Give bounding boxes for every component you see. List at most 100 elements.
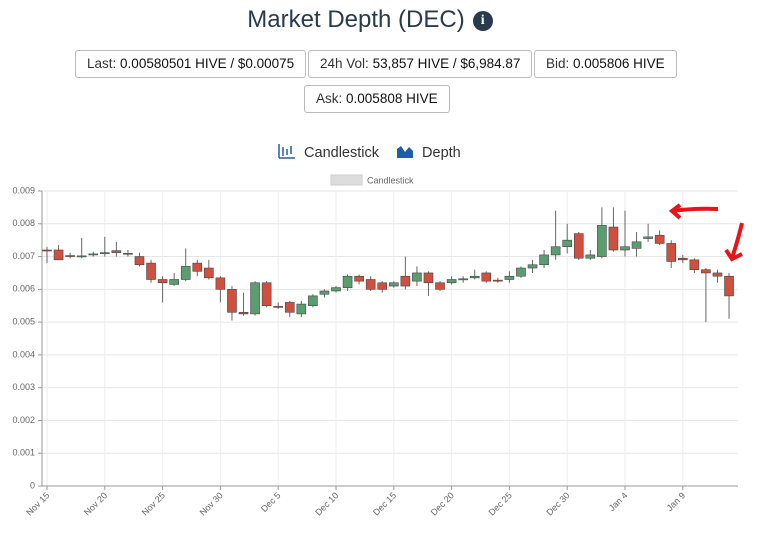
candle-body	[620, 246, 630, 251]
candle-body	[539, 254, 549, 266]
candle-body	[377, 282, 388, 290]
x-tick-label: Nov 25	[140, 490, 167, 517]
candle-body	[192, 262, 203, 272]
x-tick-label: Nov 30	[198, 490, 225, 517]
candle-body	[296, 303, 307, 315]
y-tick-label: 0.005	[12, 316, 35, 326]
candlestick-icon	[278, 144, 295, 159]
candle-body	[273, 306, 284, 308]
candle-body	[180, 266, 191, 280]
stat-value: 0.00580501 HIVE / $0.00075	[120, 56, 295, 71]
stat-label: 24h Vol:	[320, 56, 369, 71]
candle-body	[504, 275, 515, 280]
plot: Candlestick 0 0.001 0.002 0.003 0.004 0.005 0.0…	[12, 174, 738, 518]
candle-body	[215, 277, 226, 290]
candle-body	[42, 249, 52, 252]
candle-body	[469, 275, 480, 279]
tab-label: Candlestick	[304, 145, 379, 161]
y-tick-label: 0.007	[12, 251, 35, 261]
stat-value: 0.005806 HIVE	[573, 56, 665, 71]
candle-body	[724, 275, 734, 297]
candle-body	[597, 225, 607, 257]
candle-body	[319, 290, 330, 295]
candle-body	[493, 279, 503, 282]
candle-body	[238, 311, 249, 315]
tab-label: Depth	[422, 145, 461, 161]
y-tick-label: 0.008	[12, 218, 35, 228]
stat-box: Ask: 0.005808 HIVE	[304, 85, 450, 113]
annotation-arrow	[668, 203, 682, 220]
stat-label: Bid:	[546, 56, 570, 71]
candle-body	[88, 253, 99, 256]
x-tick-label: Dec 20	[429, 490, 456, 517]
x-tick-label: Dec 30	[544, 490, 571, 517]
candle-body	[365, 279, 376, 290]
candle-body	[146, 262, 156, 280]
y-tick-label: 0.009	[12, 185, 35, 195]
x-tick-label: Jan 9	[665, 490, 688, 513]
candle-body	[308, 295, 318, 307]
candle-body	[111, 250, 122, 253]
candle-body	[76, 255, 87, 258]
candle-body	[562, 239, 573, 248]
candle-body	[134, 256, 145, 266]
candle-body	[631, 241, 642, 249]
candle-body	[400, 275, 411, 287]
candle-body	[481, 272, 492, 282]
title: Market Depth (DEC) i	[0, 6, 740, 34]
x-tick-label: Dec 10	[313, 490, 340, 517]
candle-body	[261, 282, 272, 307]
y-tick-label: 0.002	[12, 415, 35, 425]
depth-icon	[397, 146, 413, 158]
stat-box: Last: 0.00580501 HIVE / $0.00075	[75, 50, 307, 78]
candle-body	[53, 249, 64, 261]
annotation-arrow	[671, 206, 719, 213]
candle-body	[123, 252, 133, 255]
y-tick-label: 0.004	[12, 349, 35, 359]
title-text: Market Depth (DEC)	[247, 6, 465, 33]
candle-body	[550, 246, 561, 256]
candle-body	[157, 279, 168, 284]
candle-body	[100, 252, 110, 254]
x-tick-label: Dec 15	[371, 490, 398, 517]
candle-body	[608, 226, 619, 251]
candle-body	[342, 275, 353, 288]
stat-box: Bid: 0.005806 HIVE	[534, 50, 677, 78]
stat-label: Ask:	[316, 91, 343, 106]
candle-body	[388, 282, 399, 287]
tab[interactable]: Depth	[396, 143, 461, 161]
candle-body	[654, 234, 665, 244]
candle-body	[643, 236, 653, 239]
info-icon[interactable]: i	[472, 11, 493, 31]
x-tick-label: Jan 4	[607, 490, 630, 513]
candle-body	[446, 279, 457, 284]
stat-box: 24h Vol: 53,857 HIVE / $6,984.87	[308, 50, 533, 78]
candle-body	[169, 279, 179, 285]
y-tick-label: 0.006	[12, 284, 35, 294]
candle-body	[204, 267, 214, 279]
legend-label: Candlestick	[367, 175, 414, 185]
candle-body	[423, 272, 434, 284]
y-tick-label: 0.001	[12, 448, 35, 458]
tab[interactable]: Candlestick	[278, 143, 379, 161]
x-tick-label: Dec 5	[259, 490, 283, 514]
y-tick-label: 0	[30, 480, 35, 490]
candle-body	[689, 259, 700, 270]
x-tick-label: Nov 20	[82, 490, 109, 517]
candle-body	[412, 272, 422, 282]
candle-body	[701, 269, 711, 274]
candle-body	[527, 264, 538, 269]
annotation-arrow	[724, 248, 743, 262]
annotation-arrow	[730, 222, 744, 259]
candle-body	[712, 272, 723, 277]
candle-body	[354, 275, 364, 282]
candle-body	[331, 287, 341, 292]
stat-value: 53,857 HIVE / $6,984.87	[372, 56, 521, 71]
x-tick-label: Dec 25	[487, 490, 514, 517]
candle-body	[284, 302, 295, 313]
candle-body	[250, 282, 260, 315]
candle-body	[227, 289, 237, 313]
candle-body	[666, 243, 677, 262]
legend-swatch	[330, 174, 363, 186]
